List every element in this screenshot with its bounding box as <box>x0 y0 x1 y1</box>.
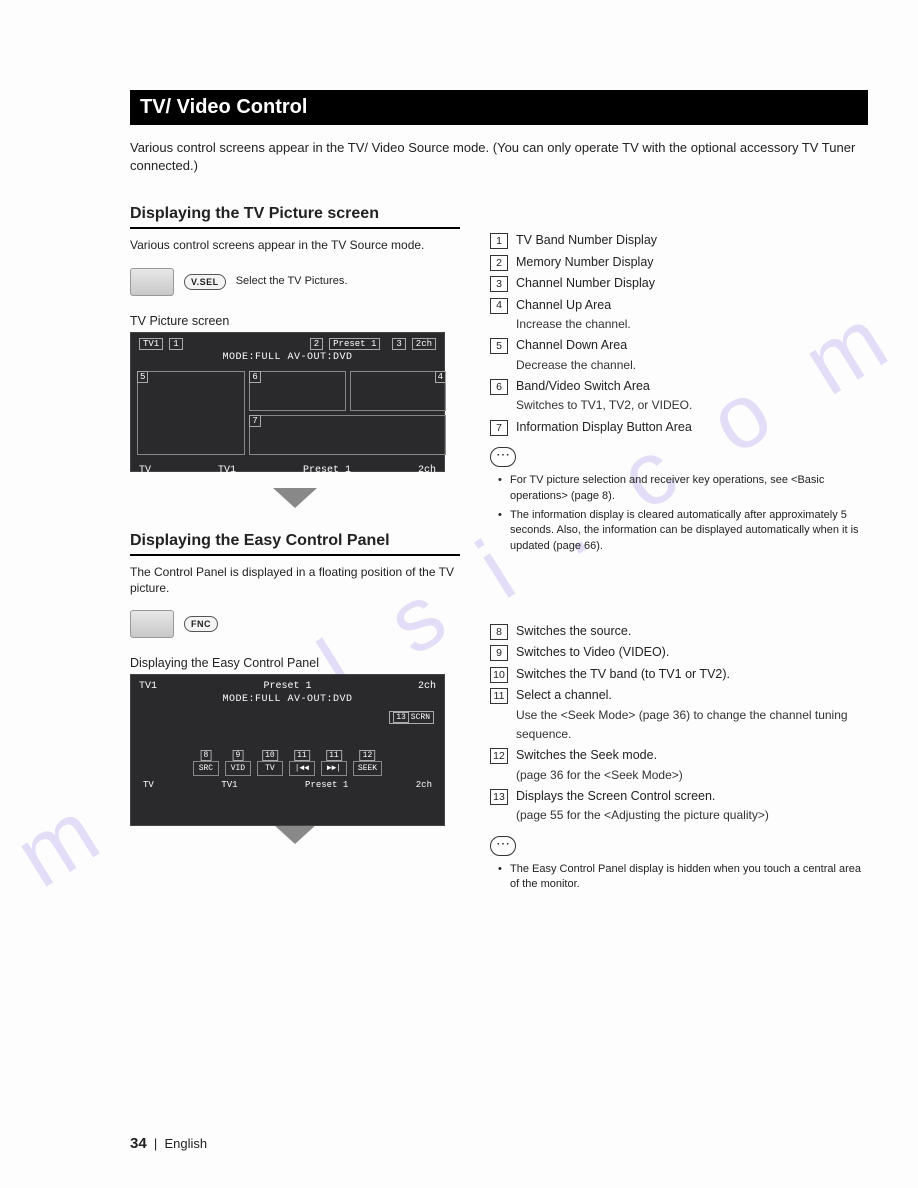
page-language: English <box>165 1136 208 1151</box>
seek-button[interactable]: 12SEEK <box>353 761 382 776</box>
prev-button[interactable]: 11|◄◄ <box>289 761 315 776</box>
list2: 8Switches the source. 9Switches to Video… <box>490 622 868 826</box>
intro-text: Various control screens appear in the TV… <box>130 139 868 175</box>
page-title-bar: TV/ Video Control <box>130 90 868 125</box>
page-number: 34 <box>130 1135 147 1152</box>
section1-heading: Displaying the TV Picture screen <box>130 205 460 229</box>
vsel-caption: Select the TV Pictures. <box>236 274 348 288</box>
section1-sub: Various control screens appear in the TV… <box>130 237 460 253</box>
next-button[interactable]: 11►►| <box>321 761 347 776</box>
fnc-button[interactable]: FNC <box>184 616 218 632</box>
screen-icon <box>130 610 174 638</box>
vsel-button[interactable]: V.SEL <box>184 274 226 290</box>
scrn-button[interactable]: 13SCRN <box>389 711 434 724</box>
mock1-mode: MODE:FULL AV-OUT:DVD <box>131 352 444 367</box>
screen-icon <box>130 268 174 296</box>
easy-panel-mock: TV1 Preset 1 2ch MODE:FULL AV-OUT:DVD 13… <box>130 674 445 826</box>
section2-screenshot-label: Displaying the Easy Control Panel <box>130 656 460 670</box>
section2-heading: Displaying the Easy Control Panel <box>130 532 460 556</box>
section1-screenshot-label: TV Picture screen <box>130 314 460 328</box>
mock2-button-row: 8SRC 9VID 10TV 11|◄◄ 11►►| 12SEEK <box>139 761 436 776</box>
list1: 1TV Band Number Display 2Memory Number D… <box>490 231 868 437</box>
note-icon <box>490 836 516 856</box>
notes2: The Easy Control Panel display is hidden… <box>490 862 868 893</box>
down-arrow-icon <box>273 488 317 508</box>
note-icon <box>490 447 516 467</box>
tv-button[interactable]: 10TV <box>257 761 283 776</box>
vid-button[interactable]: 9VID <box>225 761 251 776</box>
section2-sub: The Control Panel is displayed in a floa… <box>130 564 460 596</box>
notes1: For TV picture selection and receiver ke… <box>490 473 868 554</box>
mock1-tv1: TV1 <box>139 338 163 350</box>
src-button[interactable]: 8SRC <box>193 761 219 776</box>
page-footer: 34 | English <box>130 1135 207 1152</box>
tv-picture-mock: TV1 1 2 Preset 1 3 2ch MODE:FULL AV-OUT:… <box>130 332 445 472</box>
down-arrow-icon <box>273 824 317 844</box>
